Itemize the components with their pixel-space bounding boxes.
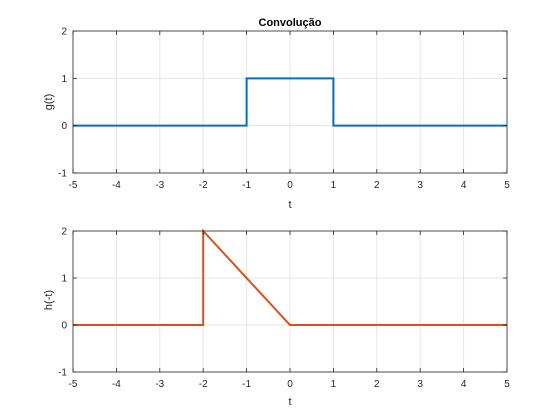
x-tick-label: 0 <box>287 180 293 191</box>
y-axis-label: h(-t) <box>43 290 55 310</box>
x-tick-label: 1 <box>331 180 337 191</box>
x-tick-label: -1 <box>242 180 251 191</box>
x-tick-label: 4 <box>461 180 467 191</box>
y-tick-label: -1 <box>58 368 67 379</box>
x-tick-label: 2 <box>374 180 380 191</box>
y-tick-label: 0 <box>61 321 67 332</box>
x-tick-label: 2 <box>374 379 380 390</box>
x-tick-label: 5 <box>504 379 510 390</box>
x-axis-label: t <box>288 396 291 408</box>
x-tick-label: -5 <box>69 379 78 390</box>
x-axis-label: t <box>288 199 291 211</box>
x-tick-label: 1 <box>331 379 337 390</box>
x-tick-label: -2 <box>199 180 208 191</box>
subplot-top: -5 -4 -3 -2 -1 0 1 2 3 4 5 -1 0 1 2 Convolução t g(t) <box>43 17 510 211</box>
y-tick-label: 0 <box>61 121 67 132</box>
x-tick-label: -3 <box>155 180 164 191</box>
x-tick-label: 5 <box>504 180 510 191</box>
x-tick-label: -1 <box>242 379 251 390</box>
x-tick-label: -4 <box>112 379 121 390</box>
x-tick-label: -5 <box>69 180 78 191</box>
x-tick-label: 3 <box>417 379 423 390</box>
x-tick-label: -3 <box>155 379 164 390</box>
x-tick-label: 0 <box>287 379 293 390</box>
series-line <box>73 77 507 127</box>
y-axis-label: g(t) <box>43 94 55 111</box>
subplot-bottom: -5 -4 -3 -2 -1 0 1 2 3 4 5 -1 0 1 2 t h(-t) <box>43 227 510 409</box>
y-tick-label: 2 <box>61 27 67 38</box>
x-tick-label: 4 <box>461 379 467 390</box>
y-tick-label: 2 <box>61 227 67 238</box>
x-tick-label: -4 <box>112 180 121 191</box>
chart-title: Convolução <box>259 17 322 29</box>
x-tick-label: -2 <box>199 379 208 390</box>
y-tick-label: 1 <box>61 74 67 85</box>
x-tick-label: 3 <box>417 180 423 191</box>
y-tick-label: 1 <box>61 274 67 285</box>
y-tick-label: -1 <box>58 169 67 180</box>
